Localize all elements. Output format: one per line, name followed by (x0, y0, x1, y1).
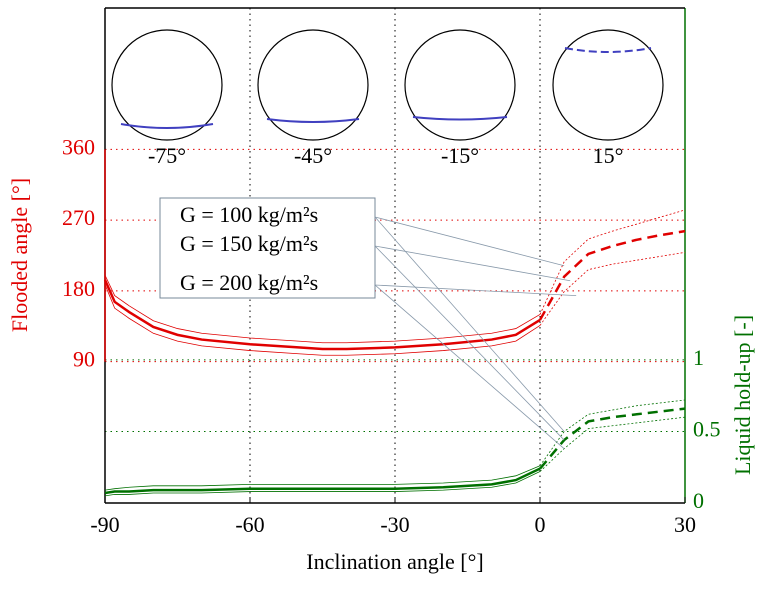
legend-label: G = 150 kg/m²s (180, 231, 318, 256)
series-line (104, 471, 541, 497)
legend-connector (374, 245, 571, 282)
y-tick-label: 360 (62, 134, 95, 159)
legend-connector (374, 216, 565, 267)
series-line (104, 465, 541, 491)
annotation: -75° (148, 143, 186, 168)
annotation: -45° (294, 143, 332, 168)
legend-connector (374, 216, 565, 432)
y2-tick-label: 0 (693, 488, 704, 513)
series-line (539, 407, 686, 470)
x-tick-label: -30 (380, 512, 409, 537)
inset-circles (111, 29, 664, 141)
series-line (539, 416, 686, 472)
x-axis-label: Inclination angle [°] (306, 549, 483, 574)
series-line (103, 279, 541, 351)
series-line (538, 229, 686, 321)
annotation: -15° (441, 143, 479, 168)
x-tick-label: 30 (674, 512, 696, 537)
legend-box (159, 197, 376, 299)
series-line (104, 284, 541, 356)
series-line (104, 274, 541, 344)
x-tick-label: 0 (535, 512, 546, 537)
series-line (104, 467, 541, 495)
y-axis-label: Flooded angle [°] (7, 178, 32, 332)
legend-label: G = 200 kg/m²s (180, 270, 318, 295)
x-tick-label: -60 (235, 512, 264, 537)
y2-tick-label: 0.5 (693, 417, 721, 442)
y2-tick-label: 1 (693, 345, 704, 370)
legend-connector (374, 245, 565, 441)
legend-connector (374, 284, 565, 449)
legend-label: G = 100 kg/m²s (180, 202, 318, 227)
legend-connector (374, 284, 577, 297)
y-tick-label: 180 (62, 276, 95, 301)
series-line (539, 209, 686, 315)
y2-axis-label: Liquid hold-up [-] (730, 315, 755, 475)
annotation: 15° (593, 143, 624, 168)
y-tick-label: 270 (62, 205, 95, 230)
series-line (539, 399, 686, 467)
x-tick-label: -90 (90, 512, 119, 537)
y-tick-label: 90 (73, 347, 95, 372)
series-line (539, 251, 686, 326)
